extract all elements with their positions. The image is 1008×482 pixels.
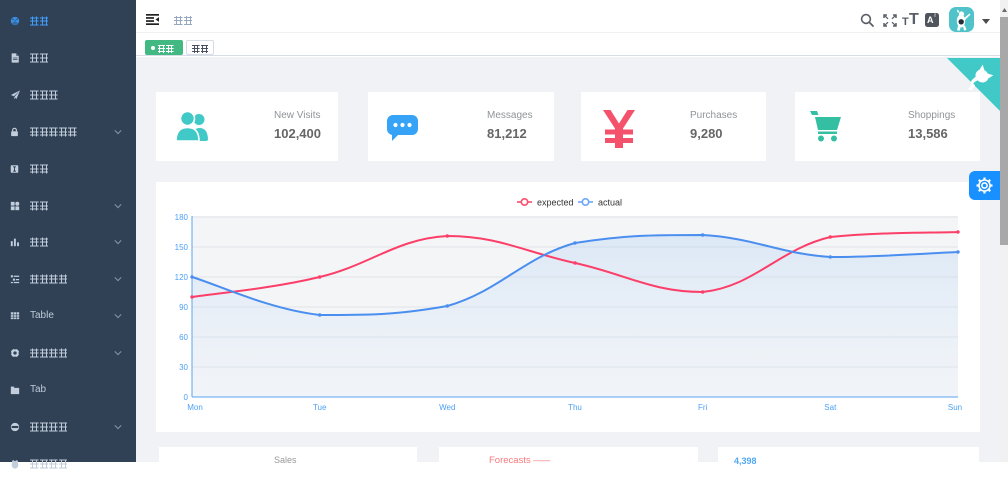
- svg-text:30: 30: [179, 363, 188, 372]
- svg-text:actual: actual: [598, 198, 622, 208]
- svg-text:Wed: Wed: [439, 403, 455, 412]
- svg-text:expected: expected: [537, 198, 574, 208]
- svg-text:Mon: Mon: [187, 403, 203, 412]
- svg-text:0: 0: [184, 393, 189, 402]
- svg-text:150: 150: [175, 243, 189, 252]
- svg-text:90: 90: [179, 303, 188, 312]
- svg-text:120: 120: [175, 273, 189, 282]
- svg-text:180: 180: [175, 213, 189, 222]
- svg-text:Tue: Tue: [313, 403, 327, 412]
- svg-text:Thu: Thu: [568, 403, 582, 412]
- svg-text:Sat: Sat: [824, 403, 837, 412]
- svg-text:Fri: Fri: [698, 403, 708, 412]
- svg-text:60: 60: [179, 333, 188, 342]
- svg-text:Sun: Sun: [948, 403, 962, 412]
